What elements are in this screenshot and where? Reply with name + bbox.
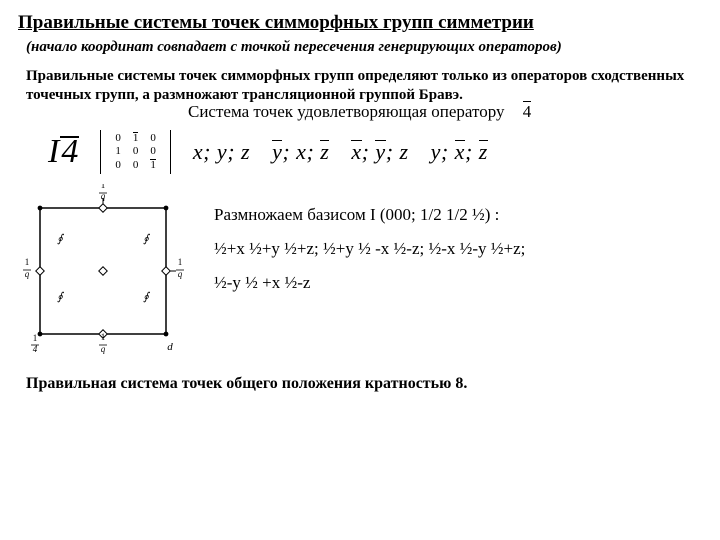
svg-text:∮: ∮ [57,291,64,303]
svg-text:q: q [101,191,106,201]
svg-text:∮: ∮ [143,233,150,245]
system-line: Система точек удовлетворяющая оператору … [188,102,702,122]
diagram: ∮∮∮∮1q1q1q1q14d [18,184,188,361]
svg-text:1: 1 [101,184,106,190]
page-title: Правильные системы точек симморфных груп… [18,12,702,34]
svg-text:q: q [101,344,106,354]
basis-line: Размножаем базисом I (000; 1/2 1/2 ½) : [214,198,525,232]
lower-block: ∮∮∮∮1q1q1q1q14d Размножаем базисом I (00… [18,184,702,361]
svg-text:d: d [167,341,173,353]
right-text: Размножаем базисом I (000; 1/2 1/2 ½) : … [214,184,525,300]
symbol-4bar: 4 [61,133,78,171]
svg-text:∮: ∮ [143,291,150,303]
svg-text:4: 4 [33,344,38,354]
svg-text:1: 1 [25,257,30,267]
bottom-statement: Правильная система точек общего положени… [26,375,702,393]
svg-text:1: 1 [101,332,106,342]
matrix: 010100001 [100,130,171,174]
svg-text:1: 1 [33,333,38,343]
expansion-line-2: ½-y ½ +x ½-z [214,266,525,300]
svg-text:q: q [178,269,183,279]
expansion-line-1: ½+x ½+y ½+z; ½+y ½ -x ½-z; ½-x ½-y ½+z; [214,232,525,266]
svg-text:∮: ∮ [57,233,64,245]
system-line-text: Система точек удовлетворяющая оператору [188,102,504,121]
coordinate-list: x; y; zy; x; zx; y; zy; x; z [193,139,488,165]
symbol-i4bar: I4 [48,133,78,171]
symbol-i: I [48,133,59,171]
svg-text:1: 1 [178,257,183,267]
subtitle: (начало координат совпадает с точкой пер… [26,38,702,57]
paragraph-1: Правильные системы точек симморфных груп… [26,67,702,105]
svg-text:q: q [25,269,30,279]
formula-row: I4 010100001 x; y; zy; x; zx; y; zy; x; … [48,130,702,174]
operator-4bar: 4 [523,102,532,122]
